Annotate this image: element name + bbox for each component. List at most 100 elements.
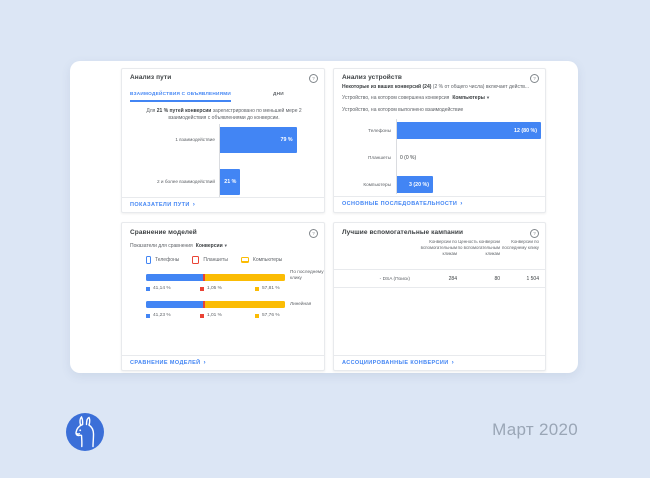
- segment-phones: [146, 274, 204, 281]
- table-row: - DSA (Поиск) 284 80 1 504: [342, 273, 539, 285]
- bar-1-interaction: 79 %: [220, 127, 297, 153]
- card-title: Анализ пути: [130, 74, 172, 81]
- cell-assist-value: 80: [494, 276, 500, 282]
- top-sequences-link[interactable]: ОСНОВНЫЕ ПОСЛЕДОВАТЕЛЬНОСТИ ›: [342, 200, 463, 208]
- value-text: 57,81 %: [262, 286, 280, 291]
- associated-conversions-link[interactable]: АССОЦИИРОВАННЫЕ КОНВЕРСИИ ›: [342, 359, 455, 367]
- desc-bold: 21 % путей конверсии: [156, 108, 212, 114]
- bar-value: 12 (80 %): [514, 127, 537, 134]
- table-divider: [334, 269, 545, 270]
- segment-computers: [204, 274, 285, 281]
- help-icon[interactable]: ?: [309, 74, 318, 83]
- dropdown-value: Конверсии: [195, 243, 223, 249]
- swatch-red: [200, 286, 204, 291]
- table-header-row: Конверсии по вспомогательным кликам Ценн…: [342, 239, 539, 257]
- chevron-right-icon: ›: [460, 200, 463, 207]
- phone-icon: [146, 256, 151, 264]
- bar-label: 2 и более взаимодействий: [157, 179, 215, 185]
- chevron-right-icon: ›: [192, 201, 196, 208]
- summary-rest: (2 % от общего числа) включает действ...: [431, 84, 530, 90]
- bar-2plus-interactions: 21 %: [220, 169, 241, 195]
- axis-label: Устройство, на котором выполнено взаимод…: [342, 107, 464, 113]
- card-footer-divider: [334, 355, 545, 356]
- column-assist-value: Ценность конверсии по вспомогательным кл…: [457, 239, 500, 257]
- card-title: Анализ устройств: [342, 74, 402, 81]
- value-text: 41,23 %: [153, 313, 171, 318]
- column-assist-conversions: Конверсии по вспомогательным кликам: [420, 239, 457, 257]
- caret-down-icon: ▾: [224, 242, 227, 248]
- legend-computers: Компьютеры: [240, 257, 282, 263]
- help-glyph: ?: [312, 231, 315, 236]
- metric-label: Показатели для сравнения: [130, 243, 193, 249]
- value-item: 41,14 %: [146, 285, 171, 292]
- tab-days[interactable]: ДНИ: [273, 91, 284, 96]
- help-icon[interactable]: ?: [530, 74, 539, 83]
- desc-prefix: Для: [146, 108, 157, 114]
- llama-logo-icon: [66, 413, 104, 451]
- card-model-comparison: Сравнение моделей ? Показатели для сравн…: [121, 222, 325, 371]
- value-item: 57,76 %: [255, 312, 280, 319]
- bar-phones: 12 (80 %): [397, 122, 541, 139]
- bar-label: Телефоны: [368, 127, 391, 133]
- metric-dropdown[interactable]: Конверсии ▾: [196, 243, 227, 249]
- card-footer-divider: [122, 197, 324, 198]
- card-assist-campaigns: Лучшие вспомогательные кампании ? Конвер…: [333, 222, 546, 371]
- bar-row: 21 %: [220, 169, 317, 195]
- path-metrics-link[interactable]: ПОКАЗАТЕЛИ ПУТИ ›: [130, 201, 196, 209]
- dashboard-panel: Анализ пути ? ВЗАИМОДЕЙСТВИЯ С ОБЪЯВЛЕНИ…: [70, 61, 578, 373]
- device-legend: Телефоны Планшеты Компьютеры: [146, 255, 295, 265]
- swatch-blue: [146, 286, 150, 291]
- device-dropdown[interactable]: Компьютеры ▾: [452, 95, 489, 101]
- legend-tablets: Планшеты: [192, 256, 228, 264]
- table-divider: [334, 287, 545, 288]
- help-icon[interactable]: ?: [309, 229, 318, 238]
- stacked-bar-linear: [146, 301, 285, 308]
- swatch-yellow: [255, 313, 259, 318]
- chart-axis-line: [396, 119, 397, 194]
- model-label: По последнему клику: [290, 269, 324, 281]
- help-glyph: ?: [533, 231, 536, 236]
- segment-tablets: [203, 301, 205, 308]
- desc-rest: зарегистрировано по меньшей мере 2 взаим…: [168, 108, 302, 121]
- chart-axis-line: [219, 124, 220, 197]
- tablet-icon: [192, 256, 200, 264]
- bar-label: 1 взаимодействие: [175, 137, 215, 143]
- swatch-blue: [146, 313, 150, 318]
- bar-computers: 3 (20 %): [397, 176, 433, 193]
- bar-value: 3 (20 %): [408, 181, 429, 188]
- bar-row: 79 %: [220, 127, 317, 153]
- card-footer-divider: [122, 355, 324, 356]
- campaign-name: - DSA (Поиск): [379, 276, 410, 282]
- filter-label: Устройство, на котором совершена конверс…: [342, 95, 450, 101]
- tab-ad-interactions[interactable]: ВЗАИМОДЕЙСТВИЯ С ОБЪЯВЛЕНИЯМИ: [130, 91, 232, 102]
- link-label: ОСНОВНЫЕ ПОСЛЕДОВАТЕЛЬНОСТИ: [342, 201, 458, 208]
- dropdown-value: Компьютеры: [452, 95, 485, 101]
- bar-label: Компьютеры: [363, 181, 391, 187]
- card-device-analysis: Анализ устройств ? Некоторые из ваших ко…: [333, 68, 546, 213]
- link-label: СРАВНЕНИЕ МОДЕЛЕЙ: [130, 360, 201, 367]
- model-comparison-link[interactable]: СРАВНЕНИЕ МОДЕЛЕЙ ›: [130, 359, 206, 367]
- legend-label: Телефоны: [155, 257, 180, 263]
- chevron-right-icon: ›: [451, 359, 455, 366]
- laptop-icon: [240, 257, 249, 263]
- bar-row: 12 (80 %): [397, 122, 577, 139]
- card-footer-divider: [334, 196, 545, 197]
- value-text: 57,76 %: [262, 313, 280, 318]
- conversion-device-filter: Устройство, на котором совершена конверс…: [342, 95, 489, 101]
- value-item: 1,01 %: [200, 312, 222, 319]
- bar-value: 79 %: [280, 137, 293, 143]
- stacked-bar-last-click: [146, 274, 285, 281]
- cell-assist-conversions: 284: [448, 276, 457, 282]
- legend-label: Планшеты: [203, 257, 228, 263]
- link-label: АССОЦИИРОВАННЫЕ КОНВЕРСИИ: [342, 360, 449, 367]
- legend-phones: Телефоны: [146, 256, 179, 264]
- interaction-device-label: Устройство, на котором выполнено взаимод…: [342, 107, 463, 113]
- segment-phones: [146, 301, 204, 308]
- value-item: 41,23 %: [146, 312, 171, 319]
- model-label: Линейная: [290, 301, 312, 306]
- help-glyph: ?: [533, 76, 536, 81]
- segment-computers: [204, 301, 285, 308]
- month-label: Март 2020: [492, 420, 578, 439]
- help-icon[interactable]: ?: [530, 229, 539, 238]
